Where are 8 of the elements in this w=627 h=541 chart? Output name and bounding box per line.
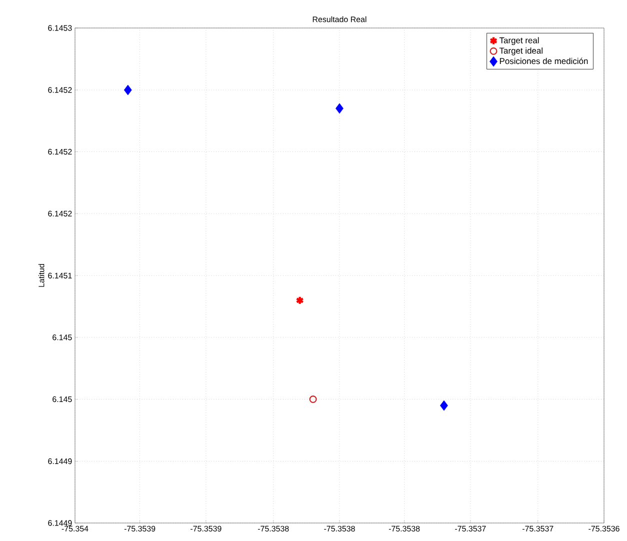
legend-label: Target real xyxy=(499,37,539,46)
point xyxy=(124,84,132,96)
point xyxy=(336,103,344,114)
point xyxy=(440,400,448,411)
point xyxy=(309,395,317,403)
legend-label: Target ideal xyxy=(499,47,542,56)
legend-label: Posiciones de medición xyxy=(500,58,588,64)
point xyxy=(296,296,304,305)
